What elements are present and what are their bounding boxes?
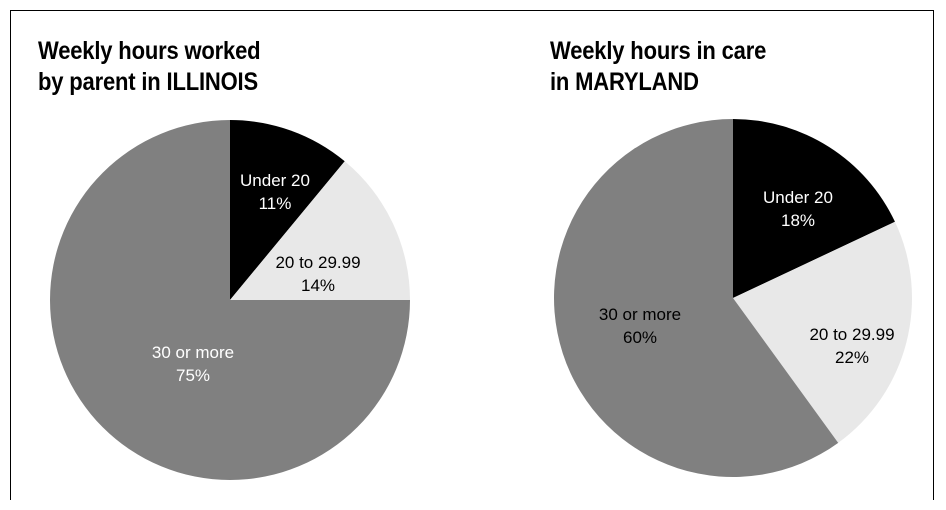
- slice-label: 30 or more: [152, 343, 234, 362]
- slice-value-label: 14%: [301, 276, 335, 295]
- chart-title-line: by parent in ILLINOIS: [38, 68, 258, 96]
- chart-title-line: Weekly hours worked: [38, 37, 261, 65]
- slice-label: 30 or more: [599, 305, 681, 324]
- pie-slice-20-to-29-99: [230, 161, 410, 300]
- slice-value-label: 60%: [623, 328, 657, 347]
- pie-slice-20-to-29-99: [733, 221, 912, 443]
- slice-value-label: 75%: [176, 366, 210, 385]
- slice-label: 20 to 29.99: [809, 325, 894, 344]
- pie-slice-under-20: [733, 119, 895, 298]
- chart-title-line: in MARYLAND: [550, 68, 699, 96]
- slice-value-label: 11%: [259, 194, 292, 213]
- pie-slice-30-or-more: [50, 120, 410, 480]
- pie-slice-under-20: [230, 120, 345, 300]
- pie-slice-30-or-more: [553, 119, 839, 478]
- slice-value-label: 22%: [835, 348, 869, 367]
- chart-title-line: Weekly hours in care: [550, 37, 767, 65]
- slice-label: Under 20: [763, 188, 833, 207]
- slice-value-label: 18%: [781, 211, 815, 230]
- chart-title-illinois: Weekly hours worked by parent in ILLINOI…: [38, 36, 261, 98]
- slice-label: Under 20: [240, 171, 310, 190]
- chart-title-maryland: Weekly hours in care in MARYLAND: [550, 36, 766, 98]
- slice-label: 20 to 29.99: [275, 253, 360, 272]
